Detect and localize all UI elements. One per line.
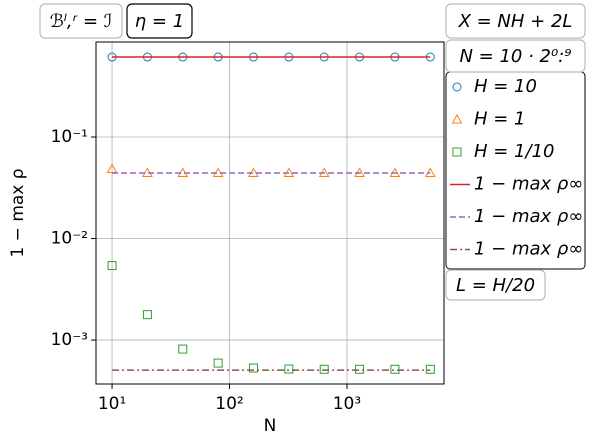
legend-marker [452,82,462,92]
annotation: η = 1 [135,11,184,32]
plot-frame [95,41,445,385]
marker [284,364,294,374]
y-axis-label: 1 − max ρ [8,168,28,257]
x-tick-label: 10³ [333,394,361,414]
annotation-box [39,3,123,39]
marker [390,364,400,374]
annotation-box [445,269,546,301]
x-axis-label: N [264,416,277,436]
annotation: L = H/20 [456,275,535,296]
marker [178,344,188,354]
marker [107,261,117,271]
x-tick-label: 10¹ [98,394,126,414]
legend-label: 1 − max ρ∞ [474,239,583,260]
annotation: N = 10 · 2⁰:⁹ [459,46,571,67]
x-tick-label: 10² [215,394,243,414]
legend-marker [452,147,462,157]
marker [142,310,152,320]
marker [248,363,258,373]
annotation-box [126,3,193,39]
annotation: ℬˡ,ʳ = ℐ [50,11,113,32]
marker [213,358,223,368]
annotation-box [445,39,586,73]
legend-label: H = 1/10 [474,141,554,162]
annotation-box [445,3,586,39]
legend-label: H = 1 [474,109,526,130]
legend-label: 1 − max ρ∞ [474,174,583,195]
marker [355,364,365,374]
y-tick-label: 10⁻² [51,229,88,249]
legend-label: H = 10 [474,76,537,97]
legend-label: 1 − max ρ∞ [474,206,583,227]
marker [425,364,435,374]
marker [319,364,329,374]
y-tick-label: 10⁻¹ [51,127,88,147]
y-tick-label: 10⁻³ [51,330,88,350]
legend-marker [451,113,463,124]
annotation: X = NH + 2L [458,11,573,32]
